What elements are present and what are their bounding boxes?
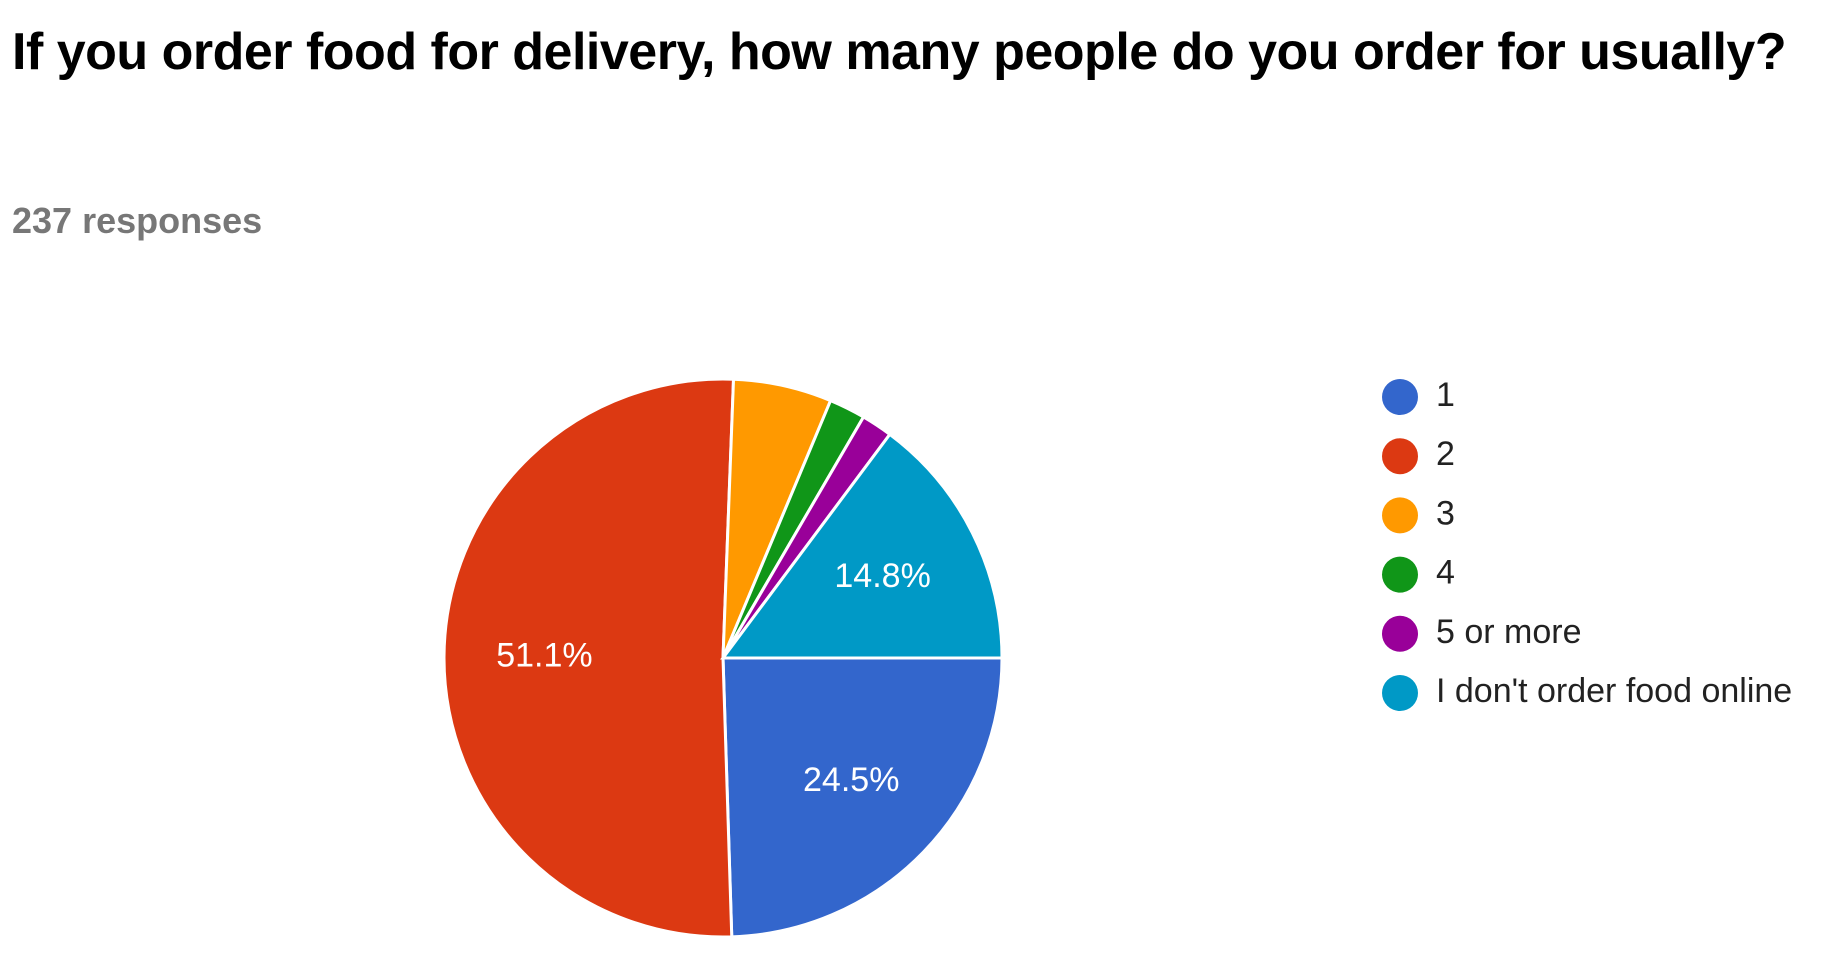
- chart-title: If you order food for delivery, how many…: [12, 23, 1787, 81]
- pie-slice: [442, 377, 736, 939]
- legend-marker: [1382, 615, 1418, 652]
- legend-label: 4: [1436, 554, 1455, 592]
- legend-marker: [1382, 379, 1418, 415]
- data-label: 51.1%: [496, 636, 592, 674]
- legend-label: I don't order food online: [1436, 672, 1792, 710]
- pie-slice: [721, 656, 1004, 939]
- legend-label: 1: [1436, 376, 1455, 414]
- pie-slice: [720, 432, 1004, 660]
- data-label: 24.5%: [803, 761, 899, 799]
- legend-label: 5 or more: [1436, 613, 1582, 651]
- legend-label: 2: [1436, 435, 1455, 473]
- legend-label: 3: [1436, 494, 1455, 532]
- data-label: 14.8%: [834, 557, 930, 595]
- legend-marker: [1382, 497, 1418, 534]
- legend-marker: [1382, 675, 1418, 711]
- legend-marker: [1382, 556, 1418, 593]
- legend-marker: [1382, 438, 1418, 475]
- chart-subtitle: 237 responses: [12, 200, 263, 241]
